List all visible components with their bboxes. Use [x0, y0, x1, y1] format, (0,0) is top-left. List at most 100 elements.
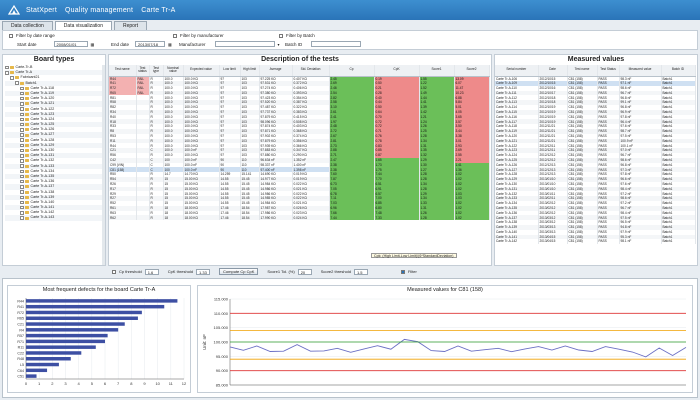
tests-column-header[interactable]: Test status — [136, 65, 150, 77]
tree-item-checkbox[interactable] — [20, 174, 24, 179]
tests-column-header[interactable]: Std. Deviation — [292, 65, 330, 77]
test-row[interactable]: R17 R 15 15.00 KΩ 14.55 15.45 14.986 KΩ 0.021 K… — [109, 186, 490, 192]
test-row[interactable]: R54 R 15 15.00 KΩ 14.55 15.45 14.977 KΩ 0.019 K… — [109, 177, 490, 182]
measured-row[interactable]: Carte Tr-A-128 2012/12/13 C81 (158) PASS 97.… — [495, 172, 696, 178]
measured-column-header[interactable]: Date — [538, 65, 568, 77]
calendar-icon[interactable]: ▦ — [90, 41, 95, 47]
cpk-threshold-input[interactable]: 1.33 — [196, 268, 211, 275]
measured-row[interactable]: Carte Tr-A-123 2012/12/11 C81 (158) PASS 97.… — [495, 148, 696, 154]
measured-row[interactable]: Carte Tr-A-114 2012/10/19 C81 (158) PASS 96.… — [495, 105, 696, 110]
tree-item-checkbox[interactable] — [20, 195, 24, 200]
tree-item[interactable]: Carte Tr-A-133 — [5, 163, 105, 169]
tree-item[interactable]: Carte Tr-A-130 — [5, 148, 105, 153]
measured-row[interactable]: Carte Tr-A-122 2012/12/11 C81 (158) PASS 100… — [495, 143, 696, 149]
test-row[interactable]: R8 R 100.0 100.0 KΩ 97 103 97.871 KΩ 0.368 KΩ 2.… — [109, 129, 490, 134]
tree-item-checkbox[interactable] — [20, 211, 24, 215]
test-row[interactable]: C99 (VIN) C 100 100.0 nF 90 110 98.337 nF 1.400… — [109, 162, 490, 168]
tree-item[interactable]: Carte Tr-A-123 — [5, 111, 105, 117]
tree-item[interactable]: Carte Tr-A-134 — [5, 169, 105, 174]
tree-item[interactable]: Carte Tr-A-131 — [5, 153, 105, 159]
measured-row[interactable]: Carte Tr-A-113 2012/10/18 C81 (158) PASS 99.… — [495, 100, 696, 106]
tree-item[interactable]: Carte Tr-A-122 — [5, 107, 105, 112]
tree-item[interactable]: Carte Tr-A-126 — [5, 127, 105, 132]
test-row[interactable]: R29 R 15 15.00 KΩ 14.55 15.45 14.986 KΩ 0.022 K… — [109, 191, 490, 197]
measured-row[interactable]: Carte Tr-A-121 2012/11/21 C81 (158) PASS 100… — [495, 138, 696, 144]
measured-row[interactable]: Carte Tr-A-139 2013/03/13 C81 (158) PASS 94.… — [495, 225, 696, 230]
tree-item-checkbox[interactable] — [20, 169, 24, 174]
tree-item[interactable]: Carte Tr-A-135 — [5, 173, 105, 180]
tree-item-checkbox[interactable] — [20, 205, 24, 210]
measured-row[interactable]: Carte Tr-A-120 2012/11/21 C81 (158) PASS 97.… — [495, 133, 696, 139]
tree-item-checkbox[interactable] — [5, 65, 9, 70]
measured-row[interactable]: Carte Tr-A-110 2012/10/16 C81 (158) PASS 98.… — [495, 85, 696, 91]
test-row[interactable]: R44 FAIL R 100.0 100.0 KΩ 97 103 97.225 KΩ 0.407… — [109, 76, 490, 82]
measured-row[interactable]: Carte Tr-A-130 2013/01/10 C81 (158) PASS 97.… — [495, 181, 696, 187]
tests-column-header[interactable]: Score1 — [419, 65, 455, 77]
tests-column-header[interactable]: High limit — [240, 65, 260, 77]
tree-item-checkbox[interactable] — [20, 117, 24, 122]
start-date-input[interactable]: 2008/01/01 — [53, 41, 88, 47]
tree-item-checkbox[interactable] — [20, 138, 24, 142]
tree-item-checkbox[interactable] — [15, 81, 19, 85]
test-row[interactable]: R82 R 100.0 100.0 KΩ 97 103 97.487 KΩ 0.322 KΩ 3… — [109, 105, 490, 110]
measured-column-header[interactable]: Serial number — [495, 65, 539, 77]
measured-row[interactable]: Carte Tr-A-117 2012/10/19 C81 (158) PASS 96.… — [495, 119, 696, 125]
test-row[interactable]: R56 R 100.0 100.0 KΩ 97 103 97.880 KΩ 0.290 KΩ 2… — [109, 153, 490, 158]
tree-item-checkbox[interactable] — [20, 107, 24, 111]
tree-item-checkbox[interactable] — [20, 128, 24, 132]
batch-input[interactable] — [311, 41, 362, 47]
test-row[interactable]: R27 R 15 15.00 KΩ 14.55 15.45 14.985 KΩ 0.022 K… — [109, 196, 490, 202]
measured-row[interactable]: Carte Tr-A-118 2012/11/21 C81 (158) PASS 97.… — [495, 124, 696, 130]
measured-row[interactable]: Carte Tr-A-141 2013/04/15 C81 (158) PASS 95.… — [495, 234, 696, 240]
measured-row[interactable]: Carte Tr-A-132 2013/01/11 C81 (158) PASS 97.… — [495, 191, 696, 197]
score1-tol-input[interactable]: 20 — [297, 268, 312, 275]
measured-row[interactable]: Carte Tr-A-106 2012/10/15 C81 (158) PASS 98.… — [495, 76, 696, 82]
test-row[interactable]: C21 C 100.0 100.0 nF 97 103 97.883 KΩ 0.347 KΩ 2… — [109, 148, 490, 154]
measured-row[interactable]: Carte Tr-A-129 2013/01/10 C81 (158) PASS 96.… — [495, 177, 696, 182]
tree-item[interactable]: Carte Tr-A-127 — [5, 132, 105, 138]
test-row[interactable]: R72 FAIL R 100.0 100.0 KΩ 97 103 97.274 KΩ 0.406… — [109, 85, 490, 91]
tests-column-header[interactable]: Nominal value — [163, 65, 184, 77]
tree-item[interactable]: Carte Tr-A-125 — [5, 122, 105, 128]
manufacturer-checkbox[interactable] — [173, 33, 177, 38]
tree-item[interactable]: Carte Tr-A-128 — [5, 138, 105, 143]
tree-item[interactable]: Fabricant21 — [5, 75, 105, 80]
tests-column-header[interactable]: Score2 — [454, 65, 490, 77]
tree-item[interactable]: Carte Tr-A-143 — [5, 215, 105, 221]
measured-column-header[interactable]: Test name — [567, 65, 598, 77]
tree-item-checkbox[interactable] — [20, 148, 24, 153]
tree-item[interactable]: Carte Tr-A-129 — [5, 142, 105, 148]
calendar-icon[interactable]: ▦ — [168, 41, 172, 47]
tree-item-checkbox[interactable] — [20, 86, 24, 91]
measured-column-header[interactable]: Test Status — [597, 65, 620, 77]
score2-threshold-input[interactable]: 1.5 — [353, 268, 368, 275]
test-row[interactable]: C81 (158) C 100 100.0 nF 90 110 97.400 nF 1.398… — [109, 167, 490, 173]
test-row[interactable]: R26 R 15 15.00 KΩ 14.55 15.45 14.984 KΩ 0.022 K… — [109, 181, 490, 187]
tree-item-checkbox[interactable] — [20, 143, 24, 148]
tree-item[interactable]: Carte-Tr-B — [5, 65, 105, 70]
tree-item[interactable]: Carte Tr-A-137 — [5, 184, 105, 190]
tree-item[interactable]: Carte Tr-A-140 — [5, 200, 105, 205]
test-row[interactable]: R11 R 100.0 100.0 KΩ 97 103 97.879 KΩ 0.356 KΩ 2… — [109, 138, 490, 144]
tab-data-visualization[interactable]: Data visualization — [54, 21, 112, 30]
test-row[interactable]: R61 R 18 18.00 KΩ 17.46 18.54 17.987 KΩ 0.026 K… — [109, 205, 490, 211]
measured-row[interactable]: Carte Tr-A-134 2013/02/12 C81 (158) PASS 97.… — [495, 201, 696, 206]
tests-column-header[interactable]: Low limit — [219, 65, 241, 77]
test-row[interactable]: R44 R 100.0 100.0 KΩ 97 103 97.939 KΩ 0.366 KΩ 2… — [109, 143, 490, 149]
select-all-checkbox[interactable] — [112, 269, 116, 274]
measured-row[interactable]: Carte Tr-A-138 2013/03/12 C81 (158) PASS 96.… — [495, 220, 696, 225]
tests-column-header[interactable]: Expected value — [183, 65, 220, 77]
tab-data-collection[interactable]: Data collection — [2, 21, 53, 30]
tree-item-checkbox[interactable] — [20, 154, 24, 158]
tree-item-checkbox[interactable] — [20, 112, 24, 117]
tests-column-header[interactable]: Cp — [329, 65, 375, 77]
tests-column-header[interactable]: CpK — [374, 65, 420, 77]
test-row[interactable]: R33 R 100.0 100.0 KΩ 97 103 97.874 KΩ 0.403 KΩ 2… — [109, 124, 490, 130]
manufacturer-select[interactable] — [214, 41, 275, 47]
measured-row[interactable]: Carte Tr-A-137 2013/03/12 C81 (158) PASS 97.… — [495, 215, 696, 221]
measured-row[interactable]: Carte Tr-A-135 2013/02/12 C81 (158) PASS 96.… — [495, 205, 696, 211]
measured-row[interactable]: Carte Tr-A-136 2013/02/12 C81 (158) PASS 98.… — [495, 210, 696, 216]
test-row[interactable]: R63 R 18 18.00 KΩ 17.46 18.54 17.986 KΩ 0.023 K… — [109, 210, 490, 216]
measured-row[interactable]: Carte Tr-A-124 2012/12/12 C81 (158) PASS 96.… — [495, 153, 696, 158]
compute-cp-cpk-button[interactable]: Compute Cp CpK — [219, 268, 259, 275]
